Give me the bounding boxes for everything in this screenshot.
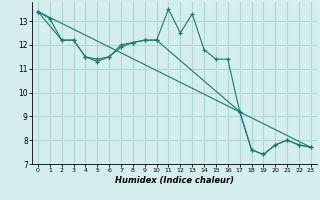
X-axis label: Humidex (Indice chaleur): Humidex (Indice chaleur) [115,176,234,185]
